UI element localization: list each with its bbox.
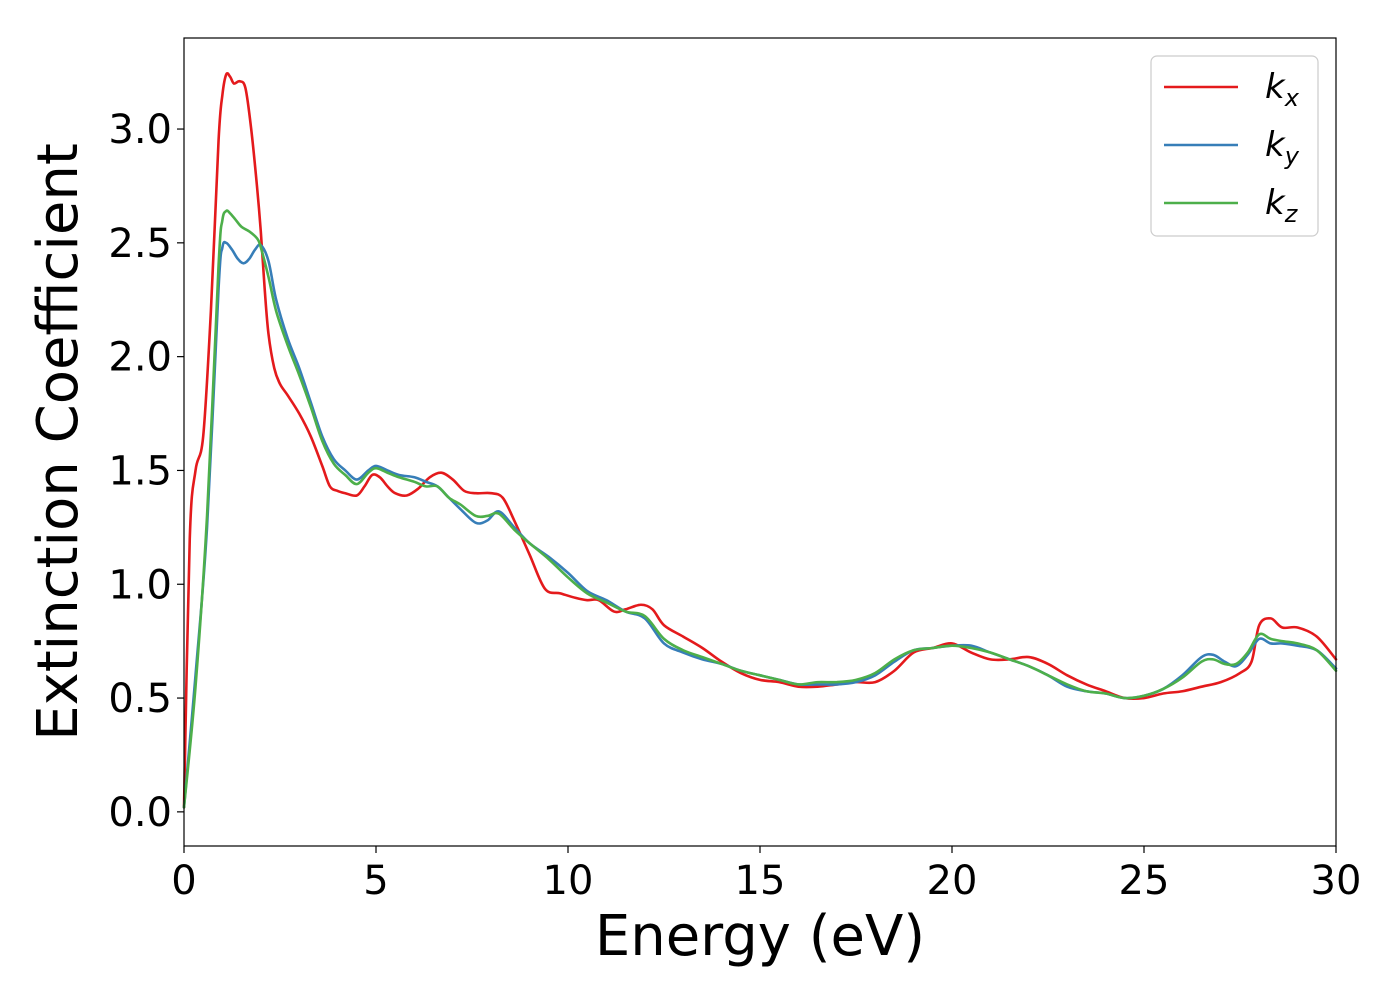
x-tick-label: 5 (363, 858, 388, 904)
y-axis-ticks: 0.0 0.5 1.0 1.5 2.0 2.5 3.0 (108, 107, 184, 836)
legend-label-kz: kz (1265, 183, 1299, 228)
series-lines (182, 71, 1338, 809)
series-line-kx (182, 71, 1338, 809)
x-tick-label: 10 (543, 858, 594, 904)
y-tick-label: 2.0 (108, 335, 172, 381)
x-tick-label: 25 (1119, 858, 1170, 904)
x-axis-ticks: 0 5 10 15 20 25 30 (171, 846, 1361, 904)
y-tick-label: 2.5 (108, 221, 172, 267)
legend-label-ky: ky (1265, 125, 1300, 170)
y-tick-label: 3.0 (108, 107, 172, 153)
y-tick-label: 0.0 (108, 790, 172, 836)
x-axis-label: Energy (eV) (595, 904, 925, 969)
legend-label-kx: kx (1265, 67, 1300, 112)
plot-frame (183, 37, 1337, 847)
legend-label-base: k (1265, 125, 1286, 165)
x-tick-label: 15 (735, 858, 786, 904)
y-tick-label: 1.5 (108, 448, 172, 494)
y-tick-label: 0.5 (108, 676, 172, 722)
y-tick-label: 1.0 (108, 562, 172, 608)
legend-label-base: k (1265, 183, 1286, 223)
legend-label-base: k (1265, 67, 1286, 107)
series-line-kz (182, 209, 1338, 809)
x-tick-label: 0 (171, 858, 196, 904)
plot-area (184, 38, 1336, 846)
legend-label-subscript: z (1284, 200, 1299, 228)
legend-label-subscript: x (1284, 84, 1300, 112)
y-axis-label: Extinction Coefficient (26, 143, 91, 741)
x-tick-label: 30 (1311, 858, 1362, 904)
legend-label-subscript: y (1284, 142, 1300, 170)
x-tick-label: 20 (927, 858, 978, 904)
